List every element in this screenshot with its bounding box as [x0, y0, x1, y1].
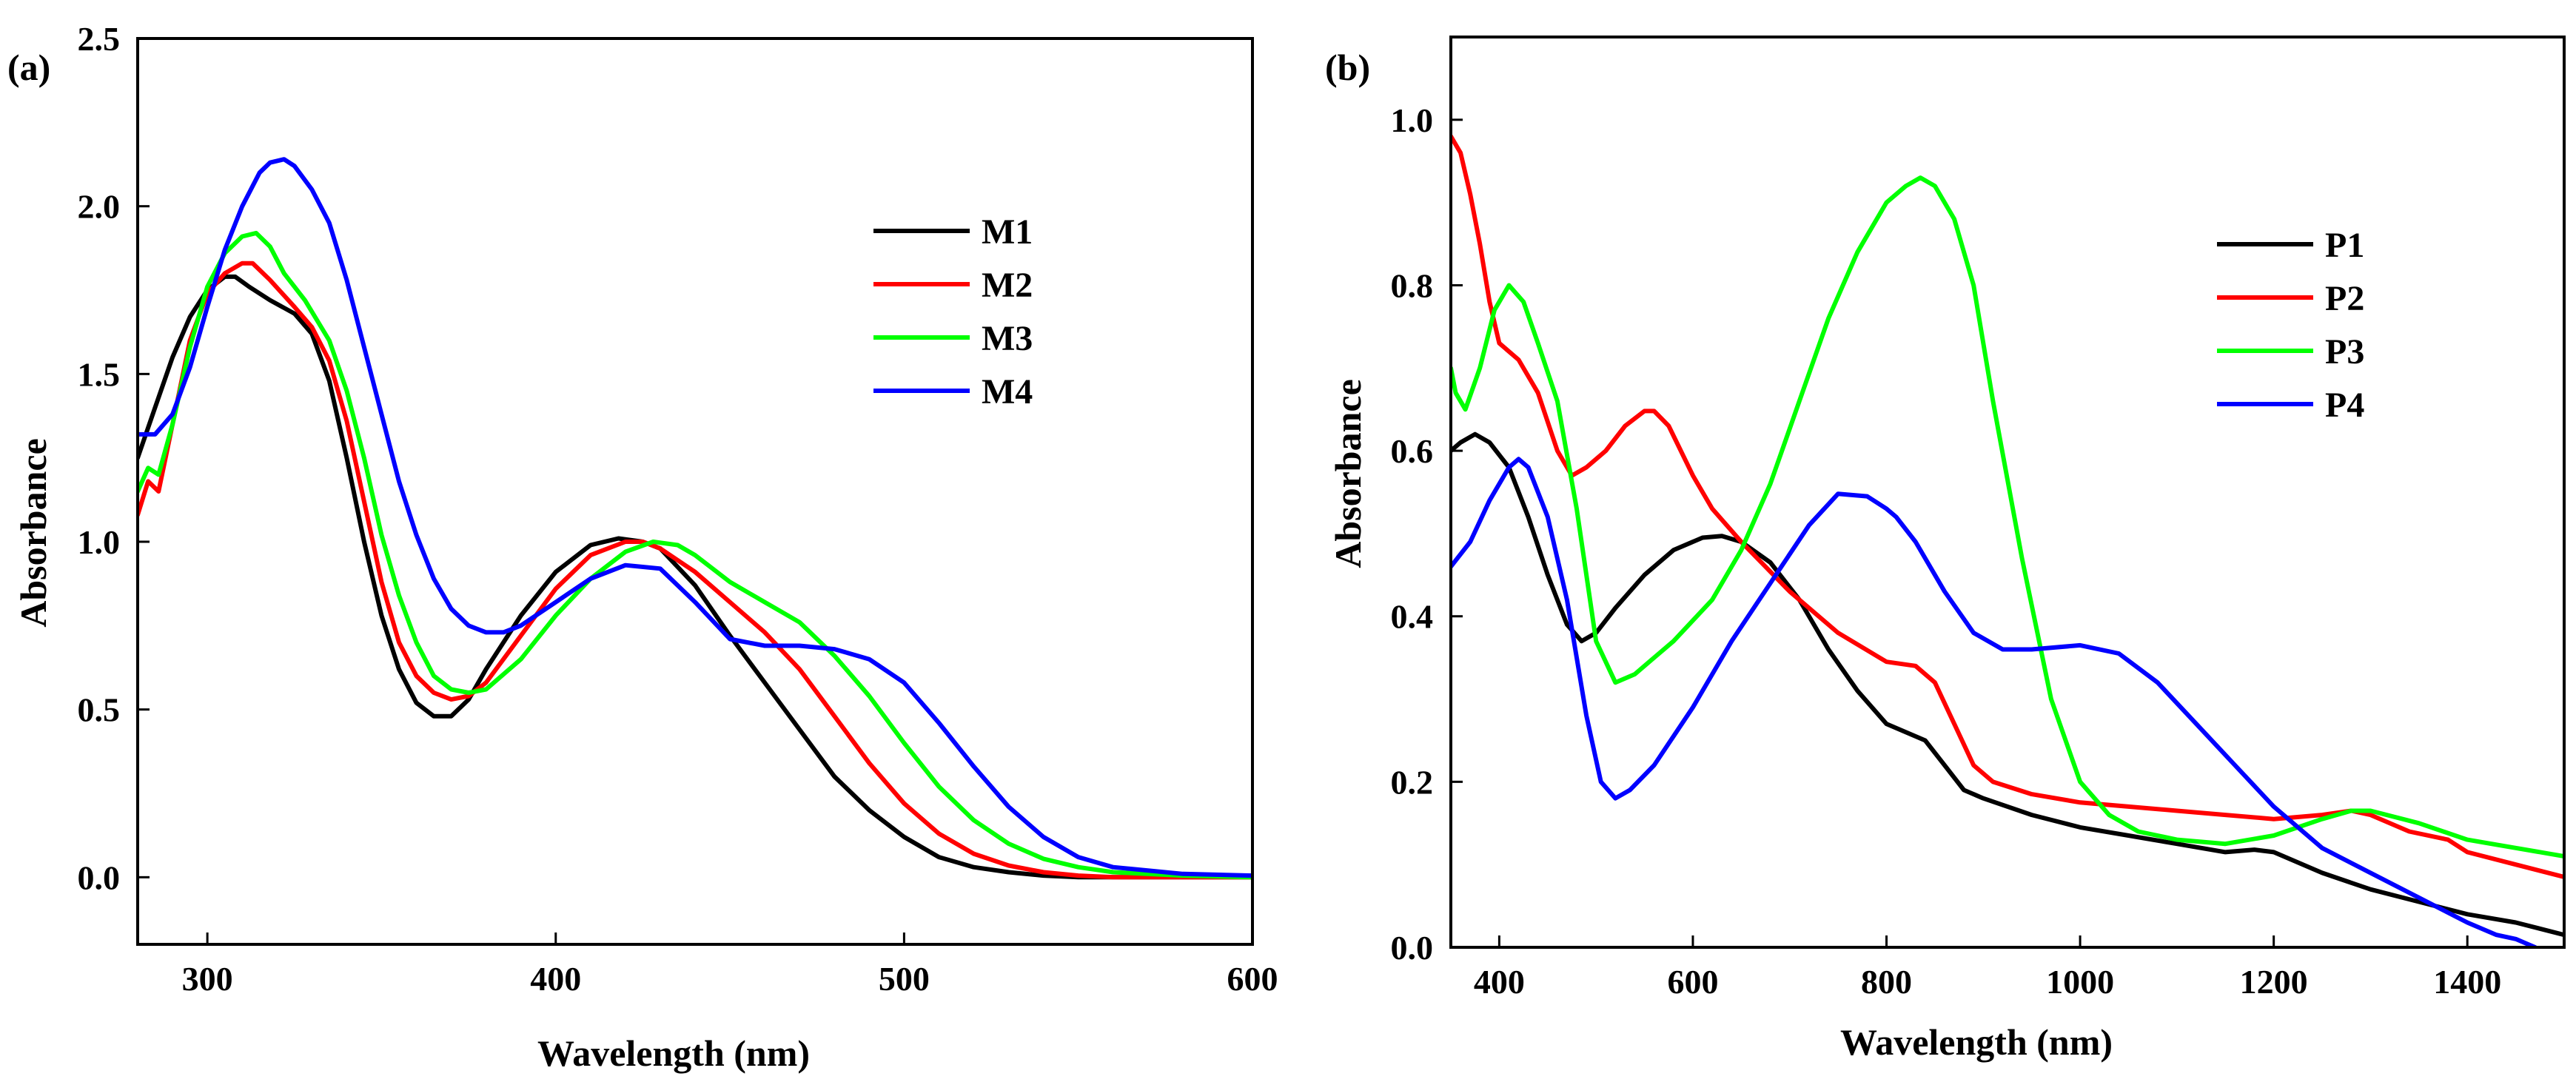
panel-b-series-p4 — [1451, 457, 2538, 947]
panel-a-yticks: 0.0 0.5 1.0 1.5 2.0 2.5 — [78, 20, 150, 896]
panel-b-chart: (b) Absorbance Wavelength (nm) 400 600 800… — [1325, 36, 2566, 1063]
panel-b-legend-label-p1: P1 — [2325, 226, 2364, 265]
panel-b-series-p1 — [1451, 431, 2564, 938]
panel-b-xticks: 400 600 800 1000 1200 1400 — [1474, 935, 2501, 1001]
panel-b-legend-label-p2: P2 — [2325, 279, 2364, 318]
panel-b-ytick-label: 0.8 — [1391, 266, 1434, 304]
panel-a-legend-label-m2: M2 — [982, 266, 1033, 305]
panel-b-ytick-label: 0.4 — [1391, 598, 1434, 636]
panel-a-series — [138, 157, 1252, 880]
panel-a-series-m4 — [138, 157, 1252, 878]
panel-a-xtick-label: 400 — [530, 960, 581, 998]
panel-b-series-p2 — [1451, 134, 2564, 879]
panel-b-xtick-label: 1200 — [2240, 963, 2308, 1001]
panel-a-ytick-label: 2.0 — [78, 188, 121, 226]
panel-b-xtick-label: 800 — [1861, 963, 1912, 1001]
panel-b-frame — [1449, 36, 2566, 949]
panel-a-xticks: 300 400 500 600 — [182, 933, 1278, 998]
panel-a-chart: (a) Absorbance Wavelength (nm) 300 400 500… — [7, 20, 1278, 1074]
panel-a-series-m3 — [138, 230, 1252, 880]
panel-a-legend: M1 M2 M3 M4 — [873, 212, 1033, 411]
panel-a-ytick-label: 1.0 — [78, 523, 121, 561]
panel-b-xlabel: Wavelength (nm) — [1840, 1021, 2113, 1063]
panel-b-ytick-label: 0.0 — [1391, 929, 1434, 967]
panel-a-xtick-label: 300 — [182, 960, 233, 998]
panel-a-ytick-label: 0.0 — [78, 858, 121, 896]
panel-a-legend-label-m1: M1 — [982, 212, 1033, 252]
panel-a-label: (a) — [7, 47, 50, 88]
panel-a-ytick-label: 0.5 — [78, 691, 121, 729]
panel-a-legend-label-m4: M4 — [982, 372, 1033, 411]
panel-b-ytick-label: 0.2 — [1391, 763, 1434, 801]
panel-b-ytick-label: 0.6 — [1391, 432, 1434, 470]
panel-b-legend-label-p3: P3 — [2325, 332, 2364, 372]
panel-b-legend: P1 P2 P3 P4 — [2217, 226, 2364, 425]
panel-a-legend-label-m3: M3 — [982, 319, 1033, 358]
panel-a-frame — [136, 37, 1254, 946]
panel-a-series-m2 — [138, 261, 1252, 880]
panel-b-series-p3 — [1451, 175, 2564, 858]
panel-a-xtick-label: 600 — [1227, 960, 1278, 998]
panel-a-ylabel: Absorbance — [13, 438, 54, 628]
panel-b-legend-label-p4: P4 — [2325, 386, 2364, 425]
panel-a-ytick-label: 1.5 — [78, 355, 121, 393]
panel-b-xtick-label: 600 — [1667, 963, 1718, 1001]
panel-b-ylabel: Absorbance — [1327, 379, 1369, 568]
panel-a-xtick-label: 500 — [879, 960, 930, 998]
panel-b-ytick-label: 1.0 — [1391, 101, 1434, 139]
panel-b-xtick-label: 400 — [1474, 963, 1525, 1001]
panel-a-xlabel: Wavelength (nm) — [537, 1032, 810, 1074]
panel-a-ytick-label: 2.5 — [78, 20, 121, 58]
panel-b-xtick-label: 1000 — [2046, 963, 2114, 1001]
panel-b-label: (b) — [1325, 47, 1370, 88]
panel-b-xtick-label: 1400 — [2433, 963, 2501, 1001]
panel-a-series-m1 — [138, 274, 1252, 880]
panel-b-series — [1451, 134, 2564, 947]
